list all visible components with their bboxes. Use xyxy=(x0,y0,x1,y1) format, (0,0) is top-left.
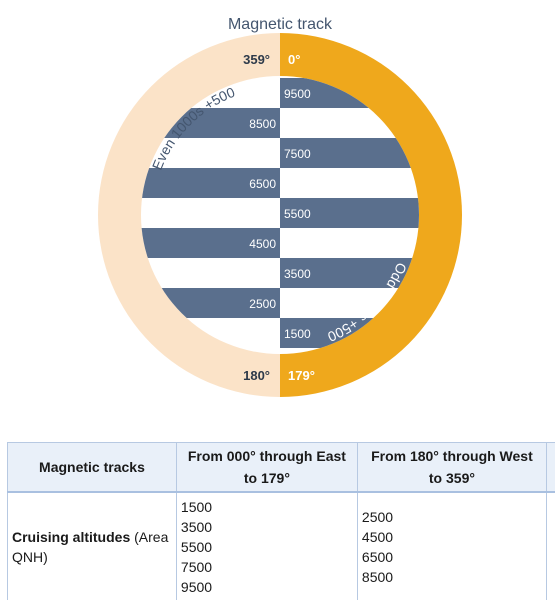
heading-180-label: 180° xyxy=(243,368,270,383)
west-value: 4500 xyxy=(361,529,394,545)
diagram-title: Magnetic track xyxy=(228,16,333,33)
table-header-row: Magnetic tracks From 000° through East t… xyxy=(7,442,555,493)
extra-cell xyxy=(545,491,555,600)
heading-359-label: 359° xyxy=(243,52,270,67)
east-altitude-label: 5500 xyxy=(284,207,311,221)
west-altitude-label: 2500 xyxy=(249,297,276,311)
altitude-diagram: 9500 8500 7500 6500 5500 4500 3500 2500 1500 Mag… xyxy=(98,16,462,397)
west-value: 8500 xyxy=(361,569,394,585)
west-altitude-label: 4500 xyxy=(249,237,276,251)
west-altitude-label: 8500 xyxy=(249,117,276,131)
east-values-cell: 1500 3500 5500 7500 9500 xyxy=(175,491,358,600)
east-value: 5500 xyxy=(180,539,213,555)
west-value: 2500 xyxy=(361,509,394,525)
altitude-labels: 9500 8500 7500 6500 5500 4500 3500 2500 1500 xyxy=(249,87,311,341)
east-altitude-label: 7500 xyxy=(284,147,311,161)
header-magnetic-tracks: Magnetic tracks xyxy=(7,442,177,493)
east-value: 3500 xyxy=(180,519,213,535)
west-altitude-band xyxy=(141,228,280,258)
east-altitude-band xyxy=(280,198,419,228)
header-extra xyxy=(545,442,555,493)
header-west: From 180° through West to 359° xyxy=(356,442,547,493)
west-values-cell: 2500 4500 6500 8500 xyxy=(356,491,547,600)
west-values-list: 2500 4500 6500 8500 xyxy=(362,507,542,587)
east-altitude-label: 9500 xyxy=(284,87,311,101)
row-label: Cruising altitudes (Area QNH) xyxy=(7,491,177,600)
east-value: 7500 xyxy=(180,559,213,575)
east-altitude-label: 1500 xyxy=(284,327,311,341)
west-altitude-band xyxy=(141,168,280,198)
altitude-table: Magnetic tracks From 000° through East t… xyxy=(7,442,555,600)
header-east: From 000° through East to 179° xyxy=(175,442,358,493)
west-altitude-label: 6500 xyxy=(249,177,276,191)
heading-0-label: 0° xyxy=(288,52,300,67)
table-row: Cruising altitudes (Area QNH) 1500 3500 … xyxy=(7,491,555,600)
altitude-bands xyxy=(141,78,419,348)
heading-179-label: 179° xyxy=(288,368,315,383)
west-value: 6500 xyxy=(361,549,394,565)
row-label-rest: (Area QNH) xyxy=(12,529,169,565)
east-values-list: 1500 3500 5500 7500 9500 xyxy=(181,497,353,597)
east-value: 1500 xyxy=(180,499,213,515)
altitude-table-container: Magnetic tracks From 000° through East t… xyxy=(7,442,555,600)
east-value: 9500 xyxy=(180,579,213,595)
east-altitude-band xyxy=(280,258,419,288)
east-altitude-label: 3500 xyxy=(284,267,311,281)
row-label-bold: Cruising altitudes xyxy=(12,529,131,545)
east-altitude-band xyxy=(280,138,419,168)
